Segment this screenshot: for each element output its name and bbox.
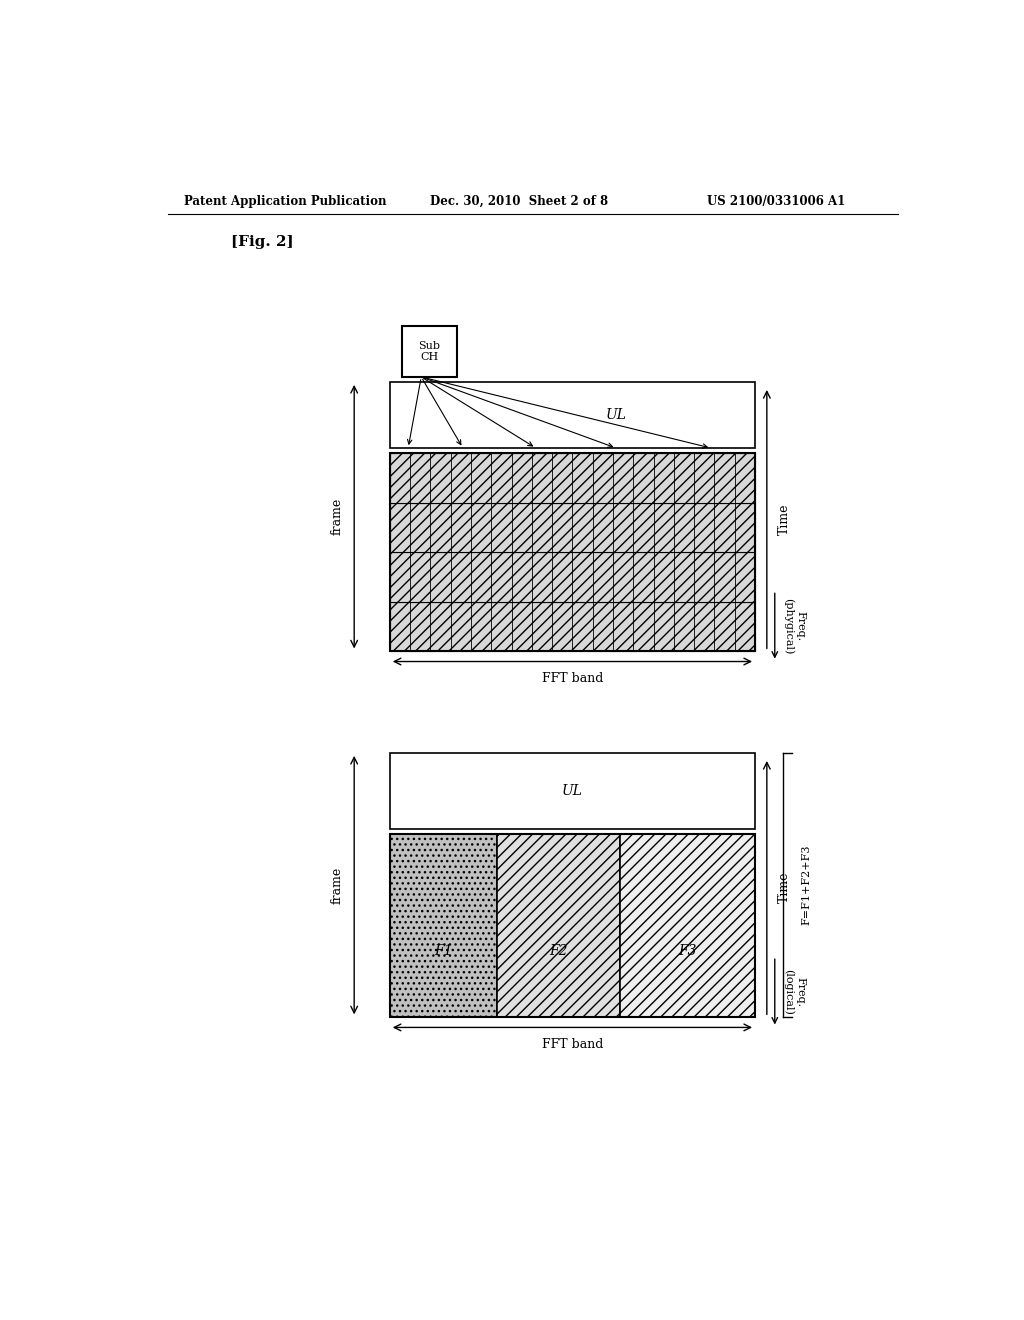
Text: Patent Application Publication: Patent Application Publication (183, 194, 386, 207)
Text: F=F1+F2+F3: F=F1+F2+F3 (802, 845, 812, 925)
Text: Time: Time (778, 503, 791, 535)
Bar (390, 503, 755, 552)
Text: Freq.
(phygical): Freq. (phygical) (783, 598, 806, 655)
Bar (390, 453, 755, 651)
Text: FFT band: FFT band (542, 672, 603, 685)
Bar (390, 381, 755, 447)
Text: UL: UL (562, 784, 583, 799)
Bar (620, 834, 755, 1018)
Text: Time: Time (778, 873, 791, 903)
Text: F2: F2 (549, 944, 567, 958)
Bar (390, 834, 755, 1018)
Text: frame: frame (330, 866, 343, 904)
Bar (390, 552, 755, 602)
Bar (390, 752, 755, 829)
Text: Freq.
(logical): Freq. (logical) (783, 969, 806, 1015)
Text: UL: UL (606, 408, 627, 422)
Text: Dec. 30, 2010  Sheet 2 of 8: Dec. 30, 2010 Sheet 2 of 8 (430, 194, 607, 207)
Text: F1: F1 (434, 944, 453, 958)
Text: [Fig. 2]: [Fig. 2] (231, 235, 294, 248)
Text: frame: frame (330, 498, 343, 536)
Text: US 2100/0331006 A1: US 2100/0331006 A1 (708, 194, 846, 207)
Text: FFT band: FFT band (542, 1039, 603, 1051)
Bar (390, 602, 755, 651)
Text: F3: F3 (678, 944, 696, 958)
Bar (390, 453, 755, 503)
Bar (390, 834, 497, 1018)
Bar (497, 834, 621, 1018)
Bar (401, 326, 458, 378)
Text: Sub
CH: Sub CH (419, 341, 440, 362)
